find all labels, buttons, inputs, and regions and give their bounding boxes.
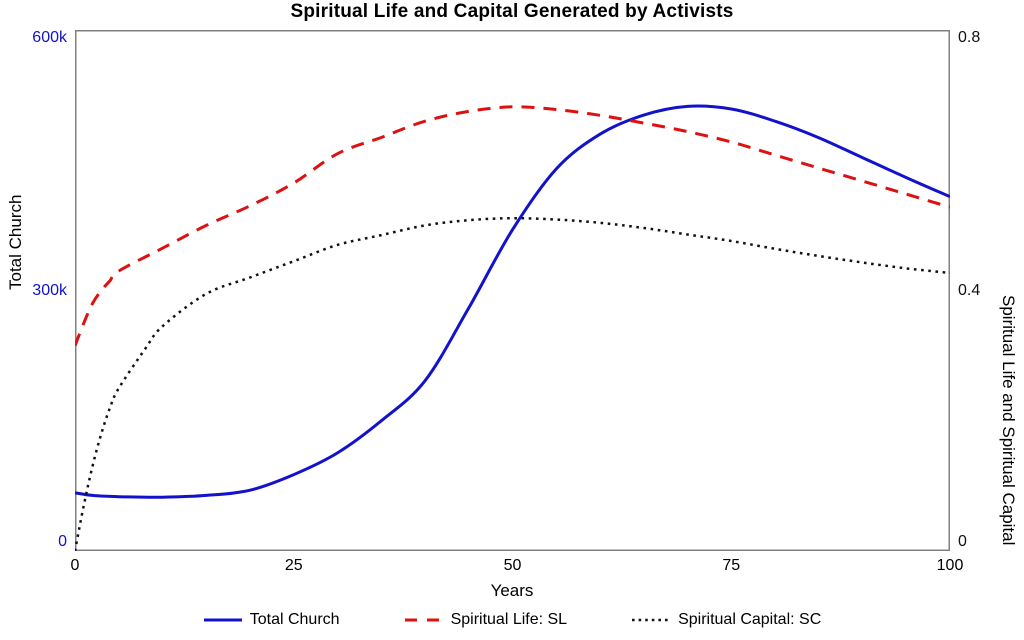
legend-label: Spiritual Capital: SC — [678, 611, 822, 628]
legend-line-sample-dashed — [404, 618, 443, 622]
plot-frame — [75, 30, 950, 551]
y-tick-label: 0.4 — [958, 281, 981, 299]
legend-line-sample-dotted — [632, 618, 671, 622]
left-axis-tick-labels: 0 300k 600k — [0, 0, 67, 640]
legend: Total Church Spiritual Life: SL Spiritua… — [0, 611, 1024, 629]
series-line-total-church — [75, 104, 950, 499]
legend-line-sample-solid — [203, 618, 242, 622]
x-axis-title: Years — [490, 581, 534, 600]
series-line-spiritual-life-sl — [75, 105, 950, 347]
legend-item-spiritual-life: Spiritual Life: SL — [404, 611, 568, 629]
y-tick-label: 0.8 — [958, 29, 981, 46]
x-axis-tick-labels: 0 25 50 75 100 — [0, 556, 1024, 576]
x-tick-label: 100 — [936, 557, 964, 574]
legend-item-spiritual-capital: Spiritual Capital: SC — [631, 611, 821, 629]
chart-title: Spiritual Life and Capital Generated by … — [290, 1, 734, 22]
legend-label: Spiritual Life: SL — [450, 611, 568, 628]
x-tick-label: 75 — [722, 557, 741, 574]
x-tick-label: 25 — [284, 557, 303, 574]
x-tick-label: 50 — [503, 557, 522, 574]
plot-area — [75, 30, 950, 551]
y-tick-label: 0 — [958, 533, 967, 550]
series-line-spiritual-capital-sc — [75, 216, 950, 551]
x-tick-label: 0 — [70, 557, 80, 574]
legend-label: Total Church — [249, 611, 340, 628]
y-tick-label: 0 — [58, 533, 67, 550]
legend-item-total-church: Total Church — [203, 611, 340, 629]
y-tick-label: 600k — [32, 29, 67, 46]
right-axis-tick-labels: 0 0.4 0.8 — [958, 0, 1018, 640]
y-tick-label: 300k — [32, 281, 67, 299]
